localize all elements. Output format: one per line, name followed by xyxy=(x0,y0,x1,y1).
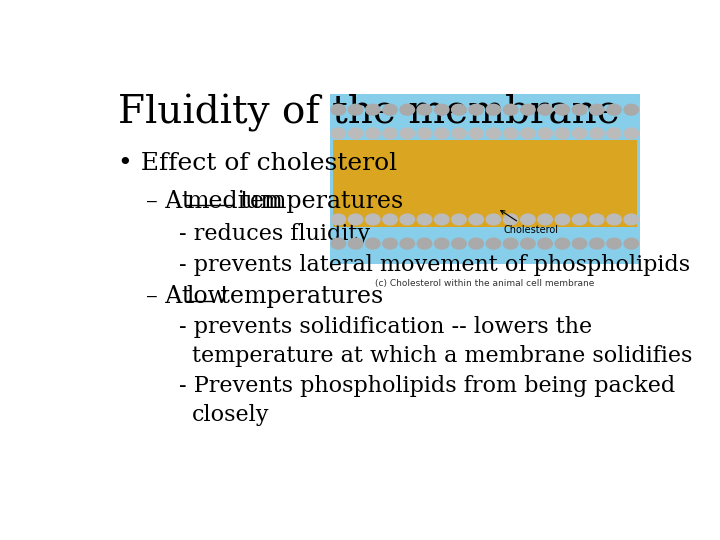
Circle shape xyxy=(624,128,639,139)
Text: - prevents lateral movement of phospholipids: - prevents lateral movement of phospholi… xyxy=(179,254,690,276)
Circle shape xyxy=(331,104,346,115)
Circle shape xyxy=(503,238,518,249)
Text: - prevents solidification -- lowers the: - prevents solidification -- lowers the xyxy=(179,316,593,339)
Text: temperatures: temperatures xyxy=(213,285,383,308)
Circle shape xyxy=(590,238,604,249)
Text: Cholesterol: Cholesterol xyxy=(500,211,558,235)
Circle shape xyxy=(451,104,466,115)
Circle shape xyxy=(590,214,604,225)
Text: temperature at which a membrane solidifies: temperature at which a membrane solidifi… xyxy=(192,346,692,367)
Circle shape xyxy=(555,214,570,225)
Text: - Prevents phospholipids from being packed: - Prevents phospholipids from being pack… xyxy=(179,375,675,396)
Circle shape xyxy=(383,214,397,225)
Circle shape xyxy=(503,104,518,115)
Circle shape xyxy=(417,238,432,249)
Circle shape xyxy=(434,104,449,115)
Circle shape xyxy=(434,238,449,249)
Circle shape xyxy=(366,214,380,225)
Circle shape xyxy=(486,214,500,225)
Circle shape xyxy=(607,214,621,225)
Circle shape xyxy=(469,214,483,225)
Circle shape xyxy=(434,214,449,225)
Circle shape xyxy=(607,238,621,249)
Circle shape xyxy=(590,104,604,115)
Circle shape xyxy=(400,128,415,139)
Circle shape xyxy=(348,104,363,115)
Circle shape xyxy=(624,238,639,249)
Circle shape xyxy=(331,238,346,249)
Text: (c) Cholesterol within the animal cell membrane: (c) Cholesterol within the animal cell m… xyxy=(375,279,595,288)
Circle shape xyxy=(624,104,639,115)
Circle shape xyxy=(538,214,552,225)
Circle shape xyxy=(451,238,466,249)
Circle shape xyxy=(521,214,535,225)
Circle shape xyxy=(451,214,466,225)
Text: • Effect of cholesterol: • Effect of cholesterol xyxy=(118,152,397,175)
Circle shape xyxy=(555,104,570,115)
Circle shape xyxy=(607,104,621,115)
Circle shape xyxy=(572,238,587,249)
Text: medium: medium xyxy=(186,190,283,213)
Text: – At: – At xyxy=(145,190,199,213)
Circle shape xyxy=(486,104,500,115)
Circle shape xyxy=(624,214,639,225)
Text: low: low xyxy=(186,285,228,308)
Circle shape xyxy=(417,128,432,139)
Text: - reduces fluidity: - reduces fluidity xyxy=(179,223,370,245)
Circle shape xyxy=(469,128,483,139)
Text: closely: closely xyxy=(192,404,269,426)
Text: temperatures: temperatures xyxy=(233,190,404,213)
Circle shape xyxy=(503,128,518,139)
Circle shape xyxy=(417,214,432,225)
Circle shape xyxy=(555,238,570,249)
Circle shape xyxy=(538,128,552,139)
Circle shape xyxy=(538,104,552,115)
FancyBboxPatch shape xyxy=(333,140,637,227)
Circle shape xyxy=(348,214,363,225)
Circle shape xyxy=(383,238,397,249)
Circle shape xyxy=(572,104,587,115)
Circle shape xyxy=(572,214,587,225)
Circle shape xyxy=(400,238,415,249)
Circle shape xyxy=(521,104,535,115)
Circle shape xyxy=(607,128,621,139)
Circle shape xyxy=(331,214,346,225)
Circle shape xyxy=(451,128,466,139)
Circle shape xyxy=(538,238,552,249)
Circle shape xyxy=(400,214,415,225)
Circle shape xyxy=(366,128,380,139)
Circle shape xyxy=(331,128,346,139)
Circle shape xyxy=(434,128,449,139)
Circle shape xyxy=(417,104,432,115)
Text: – At: – At xyxy=(145,285,199,308)
Circle shape xyxy=(366,104,380,115)
Circle shape xyxy=(469,238,483,249)
Circle shape xyxy=(521,128,535,139)
Circle shape xyxy=(521,238,535,249)
Circle shape xyxy=(383,104,397,115)
Circle shape xyxy=(348,128,363,139)
Circle shape xyxy=(400,104,415,115)
Circle shape xyxy=(572,128,587,139)
Text: Fluidity of the membrane: Fluidity of the membrane xyxy=(118,94,620,132)
Circle shape xyxy=(348,238,363,249)
Circle shape xyxy=(590,128,604,139)
Circle shape xyxy=(366,238,380,249)
Circle shape xyxy=(486,128,500,139)
Circle shape xyxy=(486,238,500,249)
Circle shape xyxy=(469,104,483,115)
Circle shape xyxy=(383,128,397,139)
Circle shape xyxy=(555,128,570,139)
FancyBboxPatch shape xyxy=(330,94,639,265)
Circle shape xyxy=(503,214,518,225)
